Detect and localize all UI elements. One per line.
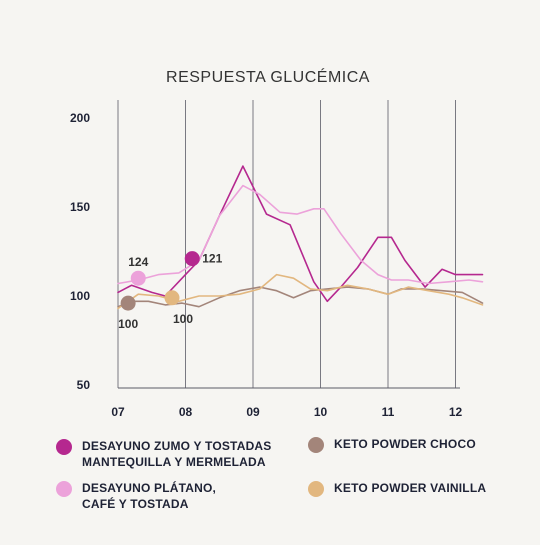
- x-tick-label: 11: [382, 405, 395, 419]
- grid: [117, 100, 456, 388]
- x-tick-label: 08: [179, 405, 193, 419]
- legend-label: KETO POWDER CHOCO: [334, 437, 476, 451]
- annotation-label: 100: [173, 312, 193, 326]
- legend-label: KETO POWDER VAINILLA: [334, 481, 487, 495]
- x-tick-label: 07: [111, 405, 125, 419]
- legend-dot: [308, 437, 324, 453]
- x-tick-label: 12: [449, 405, 463, 419]
- annotation-label: 121: [202, 252, 222, 266]
- chart-title: RESPUESTA GLUCÉMICA: [166, 67, 370, 86]
- y-tick-label: 150: [70, 200, 90, 214]
- legend-item-platano-cafe: DESAYUNO PLÁTANO, CAFÉ Y TOSTADA: [56, 480, 216, 512]
- series-line: [117, 165, 484, 303]
- legend-dot: [308, 481, 324, 497]
- y-tick-label: 200: [70, 111, 90, 125]
- legend-label: DESAYUNO ZUMO Y TOSTADAS MANTEQUILLA Y M…: [82, 439, 272, 469]
- tick-labels: 07 08 09 10 11 12 50 100 150 200: [70, 111, 463, 419]
- annotation-markers: 121 124 100 100: [118, 251, 223, 331]
- series-line: [117, 273, 484, 310]
- annotation-dot: [120, 295, 136, 311]
- x-tick-label: 10: [314, 405, 328, 419]
- legend-dot: [56, 439, 72, 455]
- legend-item-keto-choco: KETO POWDER CHOCO: [308, 436, 476, 453]
- y-tick-label: 100: [70, 289, 90, 303]
- x-tick-label: 09: [246, 405, 260, 419]
- series-lines: [117, 165, 484, 310]
- annotation-dot: [184, 251, 200, 267]
- legend-dot: [56, 481, 72, 497]
- annotation-dot: [130, 270, 146, 286]
- legend-item-keto-vainilla: KETO POWDER VAINILLA: [308, 480, 486, 497]
- legend-item-zumo-tostadas: DESAYUNO ZUMO Y TOSTADAS MANTEQUILLA Y M…: [56, 438, 272, 470]
- annotation-label: 124: [128, 255, 148, 269]
- legend-label: DESAYUNO PLÁTANO, CAFÉ Y TOSTADA: [82, 481, 217, 511]
- series-line: [117, 184, 484, 285]
- y-tick-label: 50: [77, 378, 91, 392]
- annotation-dot: [164, 290, 180, 306]
- annotation-label: 100: [118, 317, 138, 331]
